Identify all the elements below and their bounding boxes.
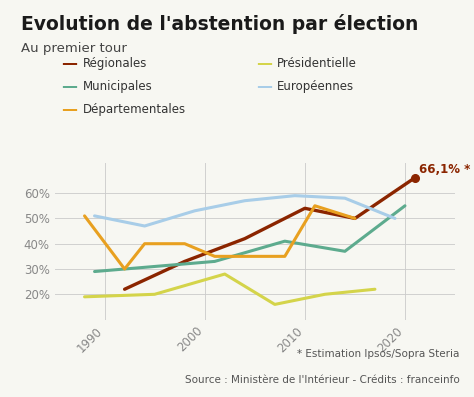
Text: Source : Ministère de l'Intérieur - Crédits : franceinfo: Source : Ministère de l'Intérieur - Créd…	[185, 375, 460, 385]
Text: —: —	[256, 79, 272, 94]
Text: * Estimation Ipsos/Sopra Steria: * Estimation Ipsos/Sopra Steria	[297, 349, 460, 359]
Text: —: —	[62, 102, 78, 117]
Text: Municipales: Municipales	[83, 80, 153, 93]
Text: —: —	[62, 56, 78, 71]
Text: Européennes: Européennes	[277, 80, 355, 93]
Text: —: —	[62, 79, 78, 94]
Text: Régionales: Régionales	[83, 57, 147, 70]
Text: 66,1% *: 66,1% *	[419, 163, 470, 175]
Text: Départementales: Départementales	[83, 103, 186, 116]
Text: Présidentielle: Présidentielle	[277, 57, 357, 70]
Text: —: —	[256, 56, 272, 71]
Text: Au premier tour: Au premier tour	[21, 42, 127, 55]
Text: Evolution de l'abstention par élection: Evolution de l'abstention par élection	[21, 14, 419, 34]
